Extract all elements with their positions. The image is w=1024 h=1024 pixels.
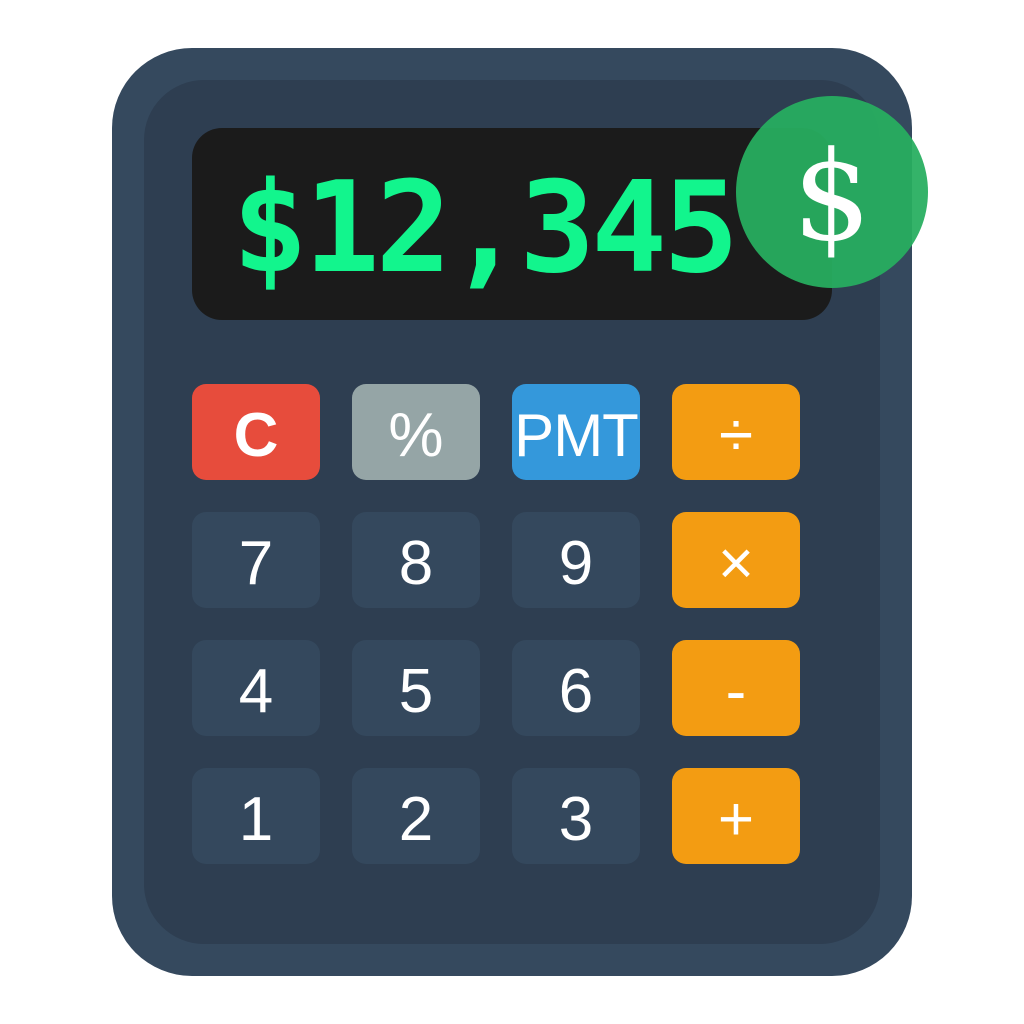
- digit-8-button[interactable]: 8: [352, 512, 480, 608]
- plus-button[interactable]: +: [672, 768, 800, 864]
- digit-5-button[interactable]: 5: [352, 640, 480, 736]
- minus-button[interactable]: -: [672, 640, 800, 736]
- digit-2-button[interactable]: 2: [352, 768, 480, 864]
- digit-6-button[interactable]: 6: [512, 640, 640, 736]
- clear-button[interactable]: C: [192, 384, 320, 480]
- dollar-sign-icon: $: [792, 125, 872, 269]
- divide-button[interactable]: ÷: [672, 384, 800, 480]
- calculator-display: $12,345: [192, 128, 832, 320]
- multiply-button[interactable]: ×: [672, 512, 800, 608]
- digit-3-button[interactable]: 3: [512, 768, 640, 864]
- digit-9-button[interactable]: 9: [512, 512, 640, 608]
- pmt-button[interactable]: PMT: [512, 384, 640, 480]
- percent-button[interactable]: %: [352, 384, 480, 480]
- digit-7-button[interactable]: 7: [192, 512, 320, 608]
- digit-4-button[interactable]: 4: [192, 640, 320, 736]
- display-value: $12,345: [232, 154, 739, 301]
- dollar-coin-icon: $: [736, 96, 928, 288]
- digit-1-button[interactable]: 1: [192, 768, 320, 864]
